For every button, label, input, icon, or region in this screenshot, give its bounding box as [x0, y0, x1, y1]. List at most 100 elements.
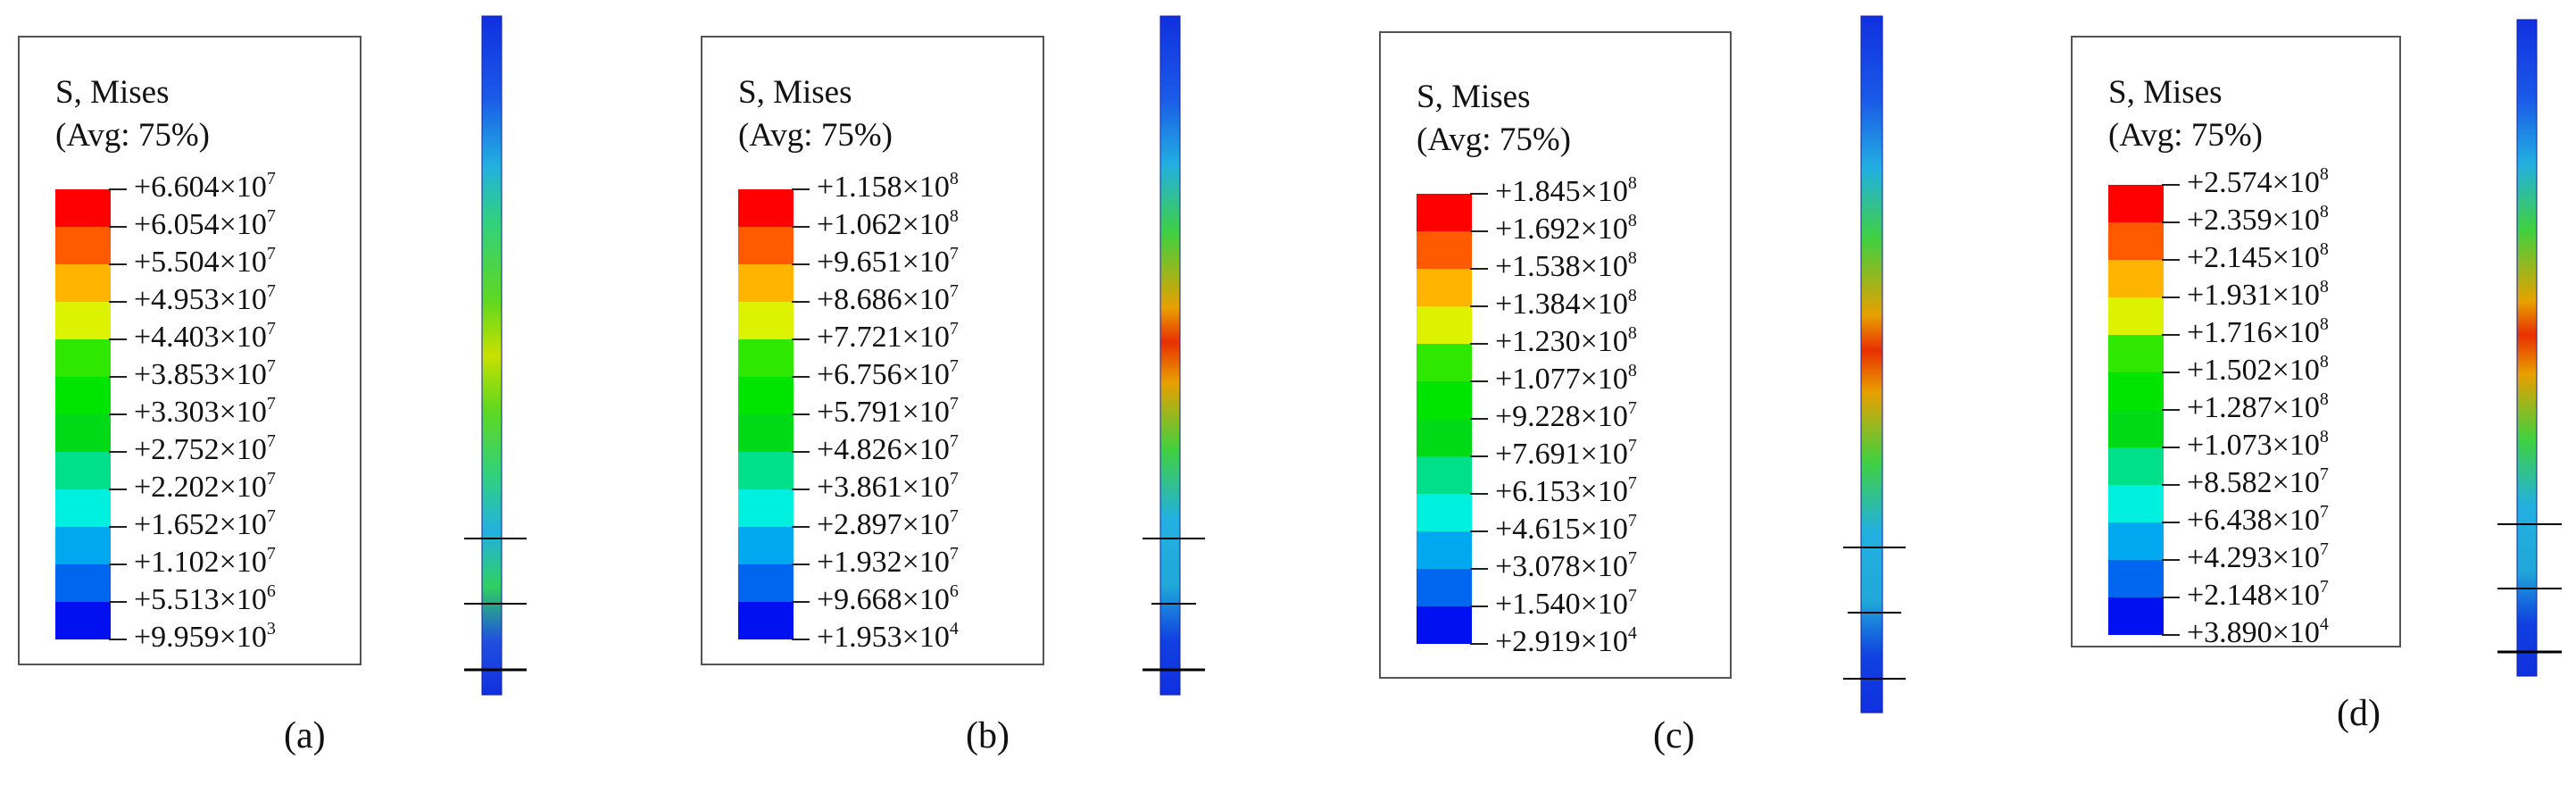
- legend-tick: [109, 226, 127, 228]
- legend-tick: [792, 188, 810, 190]
- legend-box: S, Mises (Avg: 75%) +1.845×108 +1.692×108…: [1379, 31, 1732, 679]
- legend-title: S, Mises: [738, 74, 852, 111]
- legend-value: +4.826×107: [817, 432, 959, 468]
- legend-tick: [1470, 418, 1488, 420]
- legend-value: +1.102×107: [134, 545, 276, 580]
- legend-value: +5.504×107: [134, 245, 276, 280]
- legend-value-mantissa: +2.897×10: [817, 508, 950, 541]
- legend-value: +1.073×108: [2187, 428, 2329, 463]
- legend-value: +5.791×107: [817, 395, 959, 430]
- legend-value-mantissa: +2.752×10: [134, 433, 267, 466]
- legend-value-mantissa: +6.054×10: [134, 208, 267, 241]
- legend-color-swatch: [1417, 269, 1472, 306]
- legend-value-mantissa: +5.513×10: [134, 583, 267, 616]
- legend-value: +4.953×107: [134, 282, 276, 318]
- legend-value-mantissa: +4.403×10: [134, 321, 267, 354]
- legend-value-exponent: 7: [266, 206, 276, 226]
- rod-contour-plot: [1143, 15, 1205, 696]
- legend-box: S, Mises (Avg: 75%) +2.574×108 +2.359×108…: [2071, 36, 2401, 649]
- legend-value: +2.752×107: [134, 432, 276, 468]
- legend-value-exponent: 8: [1627, 323, 1637, 343]
- legend-tick: [1470, 305, 1488, 307]
- legend-tick: [792, 451, 810, 453]
- legend-value-exponent: 7: [949, 319, 959, 338]
- legend-value-mantissa: +2.145×10: [2187, 241, 2320, 274]
- legend-value-mantissa: +2.148×10: [2187, 579, 2320, 612]
- legend-value: +2.202×107: [134, 470, 276, 505]
- legend-value-exponent: 4: [949, 619, 959, 639]
- legend-value-mantissa: +5.791×10: [817, 396, 950, 429]
- legend-value-exponent: 7: [266, 356, 276, 376]
- legend-value-mantissa: +8.582×10: [2187, 466, 2320, 499]
- legend-value-exponent: 7: [266, 244, 276, 263]
- legend-color-swatch: [738, 564, 794, 602]
- legend-value-exponent: 7: [266, 431, 276, 451]
- legend-value-mantissa: +9.651×10: [817, 246, 950, 279]
- legend-value-exponent: 8: [2319, 164, 2329, 184]
- legend-tick: [2162, 221, 2180, 223]
- legend-value-exponent: 8: [1627, 286, 1637, 305]
- legend-value-mantissa: +4.826×10: [817, 433, 950, 466]
- legend-value: +1.931×108: [2187, 278, 2329, 313]
- legend-value-mantissa: +1.953×10: [817, 621, 950, 654]
- legend-tick: [1470, 605, 1488, 607]
- legend-tick: [792, 601, 810, 603]
- legend-color-swatch: [1417, 231, 1472, 269]
- legend-tick: [792, 639, 810, 640]
- legend-value-mantissa: +8.686×10: [817, 283, 950, 316]
- legend-tick: [1470, 193, 1488, 195]
- legend-color-swatch: [55, 264, 111, 302]
- legend-tick: [2162, 447, 2180, 448]
- legend-value: +1.230×108: [1495, 324, 1637, 360]
- legend-value-mantissa: +3.303×10: [134, 396, 267, 429]
- legend-value-mantissa: +6.153×10: [1495, 475, 1628, 508]
- panel-c: S, Mises (Avg: 75%) +1.845×108 +1.692×108…: [1357, 0, 1999, 785]
- legend-value-mantissa: +7.721×10: [817, 321, 950, 354]
- legend-value-exponent: 4: [2319, 614, 2329, 634]
- legend-tick: [2162, 484, 2180, 486]
- legend-value: +1.716×108: [2187, 315, 2329, 351]
- legend-color-swatch: [1417, 606, 1472, 644]
- legend-value-exponent: 8: [949, 206, 959, 226]
- legend-color-swatch: [2108, 597, 2164, 635]
- legend-title: S, Mises: [55, 74, 170, 111]
- legend-tick: [109, 413, 127, 415]
- legend-value: +2.919×104: [1495, 624, 1637, 660]
- legend-value-exponent: 7: [949, 394, 959, 413]
- legend-color-swatch: [738, 227, 794, 264]
- legend-value-exponent: 7: [2319, 502, 2329, 522]
- legend-value: +9.651×107: [817, 245, 959, 280]
- legend-color-swatch: [2108, 185, 2164, 222]
- legend-value-mantissa: +1.158×10: [817, 171, 950, 204]
- legend-color-swatch: [738, 339, 794, 377]
- legend-color-swatch: [1417, 456, 1472, 494]
- legend-title: S, Mises: [1417, 79, 1531, 115]
- legend-value-mantissa: +5.504×10: [134, 246, 267, 279]
- legend-value-exponent: 4: [1627, 623, 1637, 643]
- legend-value: +1.652×107: [134, 507, 276, 543]
- legend-tick: [1470, 343, 1488, 345]
- legend-tick: [109, 188, 127, 190]
- legend-color-swatch: [738, 452, 794, 489]
- legend-color-swatch: [1417, 419, 1472, 456]
- legend-value: +1.540×107: [1495, 587, 1637, 622]
- legend-color-swatch: [1417, 344, 1472, 381]
- legend-value: +4.293×107: [2187, 540, 2329, 576]
- legend-value-mantissa: +9.228×10: [1495, 400, 1628, 433]
- legend-tick: [109, 489, 127, 490]
- legend-value-mantissa: +1.073×10: [2187, 429, 2320, 462]
- legend-value-mantissa: +9.668×10: [817, 583, 950, 616]
- legend-title: S, Mises: [2108, 74, 2223, 111]
- legend-value-mantissa: +2.202×10: [134, 471, 267, 504]
- legend-color-swatch: [2108, 560, 2164, 597]
- legend-value-exponent: 7: [266, 319, 276, 338]
- legend-value-exponent: 3: [266, 619, 276, 639]
- legend-value-exponent: 7: [266, 169, 276, 188]
- legend-color-swatch: [55, 227, 111, 264]
- legend-value-mantissa: +9.959×10: [134, 621, 267, 654]
- legend-value-exponent: 7: [1627, 398, 1637, 418]
- legend-color-swatch: [55, 302, 111, 339]
- legend-value-exponent: 7: [1627, 436, 1637, 455]
- legend-value: +3.853×107: [134, 357, 276, 393]
- legend-value-exponent: 7: [949, 469, 959, 489]
